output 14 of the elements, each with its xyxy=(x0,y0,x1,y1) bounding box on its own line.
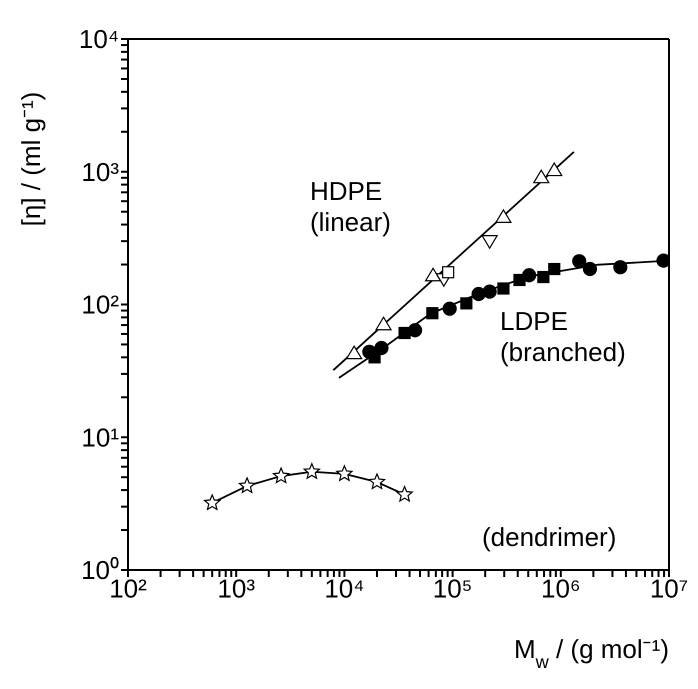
x-tick-label: 10⁷ xyxy=(650,573,688,604)
annotation: (dendrimer) xyxy=(482,522,616,552)
annotation: HDPE (linear) xyxy=(310,176,391,237)
x-tick-label: 10⁵ xyxy=(432,573,472,604)
y-tick-label: 10² xyxy=(81,290,120,320)
x-tick-label: 10⁶ xyxy=(540,573,581,604)
annotation: LDPE (branched) xyxy=(500,306,626,367)
y-tick-label: 10⁴ xyxy=(78,24,119,54)
y-axis-title: [η] / (ml g⁻¹) xyxy=(16,92,46,226)
y-tick-label: 10³ xyxy=(81,156,120,187)
y-tick-label: 10¹ xyxy=(81,422,120,452)
x-axis-title: M$_{w}$ / (g mol⁻¹) xyxy=(514,634,669,672)
x-tick-label: 10⁴ xyxy=(324,573,364,604)
x-tick-label: 10³ xyxy=(217,573,256,604)
